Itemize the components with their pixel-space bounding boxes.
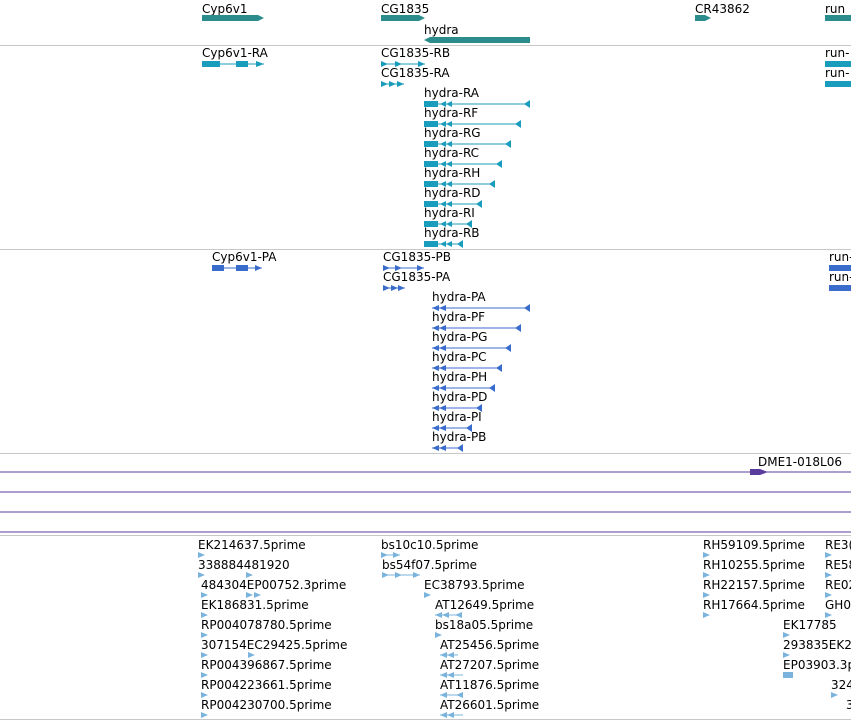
- est-label[interactable]: bs54f07.5prime: [382, 558, 478, 572]
- gene-label-hydra[interactable]: hydra: [424, 23, 459, 37]
- est-label[interactable]: AT26601.5prime: [440, 698, 540, 712]
- est-label[interactable]: RH22157.5prime: [703, 578, 805, 592]
- track-separator-transcripts: [0, 249, 851, 250]
- est-label[interactable]: RP004223661.5prime: [201, 678, 332, 692]
- track-separator-bottom: [0, 719, 851, 720]
- est-label[interactable]: RE3(: [825, 538, 851, 552]
- est-label[interactable]: RP004396867.5prime: [201, 658, 332, 672]
- gene-glyph-cr43862: [695, 15, 711, 21]
- clone-label-dme1-018l06[interactable]: DME1-018L06: [758, 455, 842, 469]
- est-label[interactable]: RH17664.5prime: [703, 598, 805, 612]
- gene-glyph-cyp6v1: [202, 15, 264, 21]
- est-label[interactable]: EK17785: [783, 618, 837, 632]
- gene-glyph-run: [825, 15, 851, 21]
- transcript-label-hydra-rf[interactable]: hydra-RF: [424, 106, 479, 120]
- est-label[interactable]: 484304EP00752.3prime: [201, 578, 347, 592]
- est-label[interactable]: GH0: [825, 598, 851, 612]
- genes-glyphs: [202, 15, 851, 43]
- protein-label-hydra-pb[interactable]: hydra-PB: [432, 430, 487, 444]
- est-label[interactable]: RP004078780.5prime: [201, 618, 332, 632]
- est-label[interactable]: bs10c10.5prime: [381, 538, 479, 552]
- gene-glyph-cg1835: [381, 15, 425, 21]
- gene-label-run[interactable]: run: [825, 2, 846, 16]
- track-separator-purple: [0, 535, 851, 536]
- transcript-label-hydra-ri[interactable]: hydra-RI: [424, 206, 475, 220]
- protein-label-run-2[interactable]: run-: [829, 270, 851, 284]
- gene-label-cg1835[interactable]: CG1835: [381, 2, 430, 16]
- protein-label-hydra-ph[interactable]: hydra-PH: [432, 370, 488, 384]
- protein-label-hydra-pf[interactable]: hydra-PF: [432, 310, 486, 324]
- est-label[interactable]: AT25456.5prime: [440, 638, 540, 652]
- purple-glyphs: [0, 469, 851, 533]
- est-label[interactable]: EK186831.5prime: [201, 598, 309, 612]
- protein-label-hydra-pi[interactable]: hydra-PI: [432, 410, 482, 424]
- transcripts-glyphs: [202, 61, 851, 248]
- protein-label-cg1835-pb[interactable]: CG1835-PB: [383, 250, 452, 264]
- est-label[interactable]: 324: [831, 678, 851, 692]
- protein-label-hydra-pd[interactable]: hydra-PD: [432, 390, 488, 404]
- est-label[interactable]: 307154EC29425.5prime: [201, 638, 348, 652]
- est-label[interactable]: AT27207.5prime: [440, 658, 540, 672]
- est-label[interactable]: bs18a05.5prime: [435, 618, 534, 632]
- est-label[interactable]: RE58: [825, 558, 851, 572]
- est-label[interactable]: 293835EK2: [783, 638, 851, 652]
- transcript-label-cg1835-ra[interactable]: CG1835-RA: [381, 66, 450, 80]
- transcript-label-hydra-rg[interactable]: hydra-RG: [424, 126, 481, 140]
- protein-label-hydra-pg[interactable]: hydra-PG: [432, 330, 488, 344]
- track-separator-genes: [0, 45, 851, 46]
- transcript-label-cg1835-rb[interactable]: CG1835-RB: [381, 46, 451, 60]
- est-label[interactable]: EC38793.5prime: [424, 578, 525, 592]
- protein-label-run-1[interactable]: run-: [829, 250, 851, 264]
- track-separator-proteins: [0, 453, 851, 454]
- est-label[interactable]: EK214637.5prime: [198, 538, 306, 552]
- gene-glyph-hydra: [424, 37, 530, 43]
- gene-label-cyp6v1[interactable]: Cyp6v1: [202, 2, 248, 16]
- transcript-label-hydra-rh[interactable]: hydra-RH: [424, 166, 481, 180]
- est-label[interactable]: EP03903.3p: [783, 658, 851, 672]
- proteins-glyphs: [212, 265, 851, 452]
- transcript-label-run-1[interactable]: run-: [825, 46, 850, 60]
- transcript-label-hydra-rc[interactable]: hydra-RC: [424, 146, 480, 160]
- est-label[interactable]: AT11876.5prime: [440, 678, 540, 692]
- protein-label-hydra-pa[interactable]: hydra-PA: [432, 290, 486, 304]
- est-label[interactable]: RE02: [825, 578, 851, 592]
- protein-label-cg1835-pa[interactable]: CG1835-PA: [383, 270, 451, 284]
- est-label[interactable]: RP004230700.5prime: [201, 698, 332, 712]
- est-label[interactable]: AT12649.5prime: [435, 598, 535, 612]
- transcript-label-cyp6v1-ra[interactable]: Cyp6v1-RA: [202, 46, 268, 60]
- est-label[interactable]: 3: [846, 698, 851, 712]
- protein-label-hydra-pc[interactable]: hydra-PC: [432, 350, 487, 364]
- protein-label-cyp6v1-pa[interactable]: Cyp6v1-PA: [212, 250, 277, 264]
- transcript-label-run-2[interactable]: run-: [825, 66, 850, 80]
- est-label[interactable]: 338884481920: [198, 558, 290, 572]
- transcript-label-hydra-ra[interactable]: hydra-RA: [424, 86, 480, 100]
- est-label[interactable]: RH59109.5prime: [703, 538, 805, 552]
- transcript-label-hydra-rd[interactable]: hydra-RD: [424, 186, 481, 200]
- transcript-label-hydra-rb[interactable]: hydra-RB: [424, 226, 480, 240]
- gene-label-cr43862[interactable]: CR43862: [695, 2, 750, 16]
- est-label[interactable]: RH10255.5prime: [703, 558, 805, 572]
